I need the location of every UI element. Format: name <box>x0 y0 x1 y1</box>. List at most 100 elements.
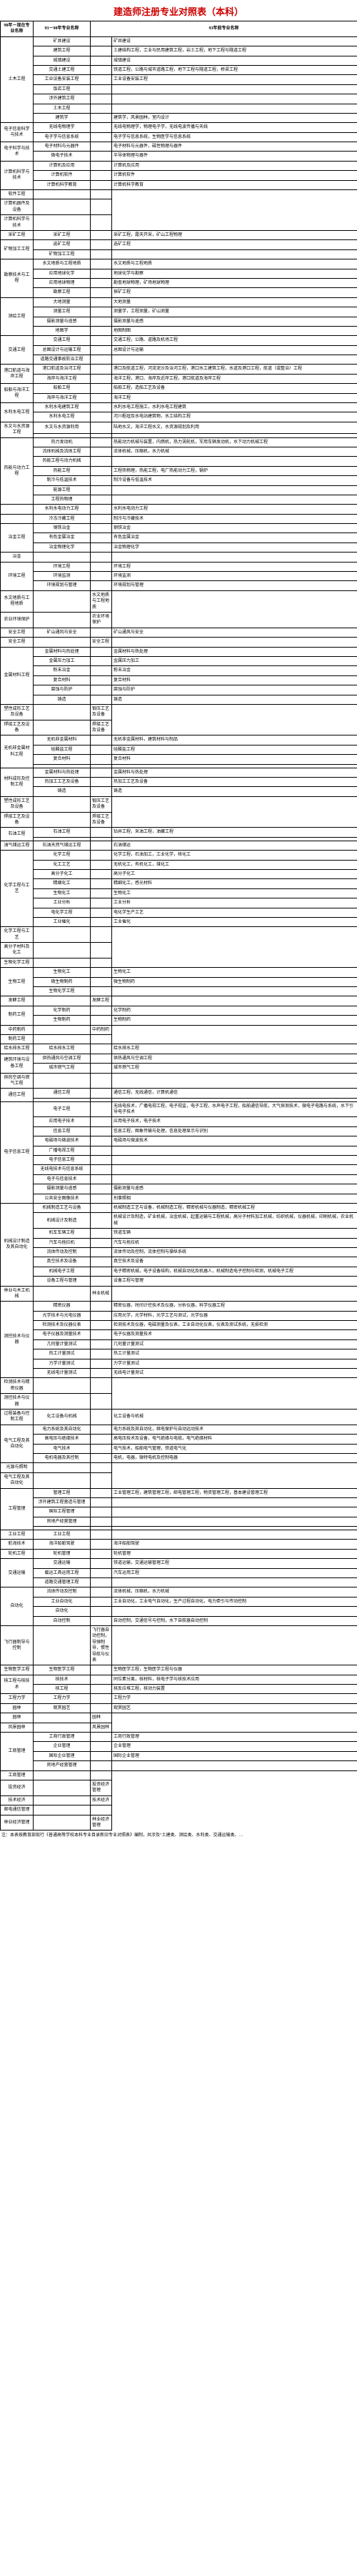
cell-blank <box>91 365 112 374</box>
cell-major-pre93: 高分子化工 <box>112 869 357 878</box>
cell-major-9398: 塑性成形工艺及设备 <box>1 704 34 720</box>
cell-major-pre93 <box>112 495 357 504</box>
cell-major-pre93 <box>112 1530 357 1540</box>
cell-major-pre93: 同位素分离，核材料，核电子学与核技术应用 <box>112 1675 357 1684</box>
cell-major-9398: 微电子技术 <box>34 152 91 161</box>
cell-blank <box>34 613 91 628</box>
cell-major-pre93: 工业分析 <box>112 898 357 908</box>
cell-blank <box>91 259 112 269</box>
table-row: 金属材料工程金属材料与热处理金属材料与热处理 <box>1 647 357 656</box>
table-row: 微生物制药微生物制药 <box>1 977 357 986</box>
table-row: 技术经济技术经济 <box>1 1795 357 1805</box>
cell-major-current: 制药工程 <box>1 1006 34 1025</box>
cell-blank <box>91 917 112 926</box>
cell-blank <box>91 374 112 383</box>
cell-major-9398: 电力系统及其自动化 <box>34 1425 91 1434</box>
cell-major-pre93 <box>112 1165 357 1174</box>
table-row: 电子仪器及测量技术电子仪器及测量技术 <box>1 1330 357 1339</box>
cell-major-pre93 <box>112 84 357 94</box>
cell-major-9398: 金属压力加工 <box>34 656 91 665</box>
cell-blank <box>91 1213 112 1229</box>
table-row: 工程热物理 <box>1 495 357 504</box>
table-row: 摄影测量与遥感摄影测量与遥感 <box>1 317 357 326</box>
table-row: 信息工程信息工程，图象传输与处理，信息处理显示与识别 <box>1 1126 357 1136</box>
cell-major-pre93: 港口及航道工程，河流泥沙及治河工程，港口水工建筑工程，水道及港口工程，航道（或整… <box>112 365 357 374</box>
table-row: 制药工程化学制药化学制药 <box>1 1006 357 1015</box>
cell-blank <box>34 1025 91 1034</box>
cell-major-9398: 精细化工 <box>34 879 91 888</box>
cell-blank <box>91 422 112 433</box>
footnote: 注：本表按教育部现行《普通高等学校本科专业目录新旧专业对照表》编制，共涉及"土建… <box>0 1831 357 1841</box>
cell-blank <box>34 796 91 812</box>
table-row: 汽车与拖拉机汽车与拖拉机 <box>1 1238 357 1247</box>
cell-major-pre93: 化学制药 <box>112 1006 357 1015</box>
cell-major-9398: 钢铁冶金 <box>34 524 91 533</box>
cell-blank <box>91 46 112 56</box>
cell-major-9398: 塑性成形工艺及设备 <box>1 796 34 812</box>
cell-major-pre93: 工业管理工程，建筑管理工程，邮电管理工程，物资管理工程，基本建设管理工程 <box>112 1488 357 1497</box>
cell-major-9398: 化学工程 <box>34 851 91 860</box>
table-row: 电子信息工程电子工程无线电技术，广播电视工程，电子视监，电子工程，水声电子工程，… <box>1 1101 357 1117</box>
cell-major-9398: 化学工程与工艺 <box>1 927 34 943</box>
table-row: 给水排水工程给水排水工程给水排水工程 <box>1 1044 357 1054</box>
cell-major-pre93: 锻压工艺及设备 <box>91 796 112 812</box>
table-row: 交通土建工程铁道工程，公路与城市道路工程，地下工程与隧道工程，桥梁工程 <box>1 65 357 74</box>
table-row: 塑性成形工艺及设备锻压工艺及设备 <box>1 704 357 720</box>
cell-blank <box>91 1369 112 1378</box>
cell-blank <box>34 1073 91 1089</box>
table-row: 公共安全图像技术刑事照相 <box>1 1194 357 1203</box>
table-row: 投资经济投资经济管理 <box>1 1780 357 1796</box>
cell-major-pre93 <box>112 1761 357 1770</box>
table-row: 涉外建筑工程营造与管理 <box>1 1497 357 1507</box>
table-row: 冷冻冷藏工程制冷与冷藏技术 <box>1 514 357 523</box>
table-row: 发酵工程发酵工程 <box>1 996 357 1006</box>
cell-major-current: 材料成形及控制工程 <box>1 768 34 796</box>
table-row: 园林观赏园艺观赏园艺 <box>1 1703 357 1713</box>
cell-blank <box>91 1703 112 1713</box>
table-row: 工商管理 <box>1 1770 357 1780</box>
cell-blank <box>91 1204 112 1213</box>
cell-blank <box>91 888 112 898</box>
cell-major-9398: 电子工程 <box>34 1101 91 1117</box>
cell-major-pre93: 摄影测量与遥感 <box>112 1184 357 1194</box>
cell-major-9398: 工程力学 <box>34 1694 91 1703</box>
cell-blank <box>91 1616 112 1625</box>
cell-major-pre93: 总图设计与运输 <box>112 345 357 355</box>
table-row: 土木工程矿井建设矿井建设 <box>1 36 357 46</box>
cell-major-9398: 测控技术与仪器 <box>1 1394 34 1410</box>
table-row: 光学技术与光电仪器应用光学，光学材料，光学工艺与测试，光学仪器 <box>1 1311 357 1320</box>
cell-major-9398: 金属材料与热处理 <box>34 768 91 777</box>
cell-major-9398: 给水排水工程 <box>34 1044 91 1054</box>
table-row: 测绘工程大地测量大地测量 <box>1 297 357 307</box>
cell-major-current: 核工程与核技术 <box>1 1675 34 1694</box>
cell-major-pre93: 测量学，工程测量，矿山测量 <box>112 307 357 317</box>
cell-major-9398: 热加工工艺及设备 <box>34 778 91 787</box>
cell-blank <box>34 1795 91 1805</box>
cell-blank <box>91 628 112 637</box>
cell-major-9398: 应用地球化学 <box>34 269 91 278</box>
cell-blank <box>91 543 112 552</box>
cell-blank <box>34 1394 91 1410</box>
table-row: 计算机科学与技术计算机及应用计算机及应用 <box>1 161 357 170</box>
table-row: 生物化学工程 <box>1 987 357 996</box>
cell-major-9398: 计算机科学与技术 <box>1 215 34 231</box>
cell-major-9398: 工业工程 <box>34 1530 91 1540</box>
cell-major-9398: 机车车辆工程 <box>34 1229 91 1238</box>
cell-major-9398: 通信工程 <box>34 1089 91 1098</box>
cell-blank <box>91 75 112 84</box>
cell-major-9398: 国际企业管理 <box>34 1751 91 1760</box>
cell-major-9398: 摄影测量与遥感 <box>34 317 91 326</box>
cell-major-pre93: 国际企业管理 <box>112 1751 357 1760</box>
cell-blank <box>91 1517 112 1526</box>
cell-major-9398: 冷冻冷藏工程 <box>34 514 91 523</box>
cell-major-current: 水文与水资源工程 <box>1 422 34 437</box>
cell-blank <box>34 199 91 215</box>
cell-major-pre93: 粉末冶金 <box>112 666 357 675</box>
cell-blank <box>91 1444 112 1453</box>
cell-major-9398: 工业催化 <box>34 917 91 926</box>
table-row: 计算机器件及设备 <box>1 199 357 215</box>
cell-major-9398: 环境监测 <box>34 572 91 581</box>
cell-major-9398: 道路交通事故防治工程 <box>34 355 91 365</box>
cell-major-9398: 工商行政管理 <box>34 1733 91 1742</box>
cell-blank <box>91 1054 112 1063</box>
